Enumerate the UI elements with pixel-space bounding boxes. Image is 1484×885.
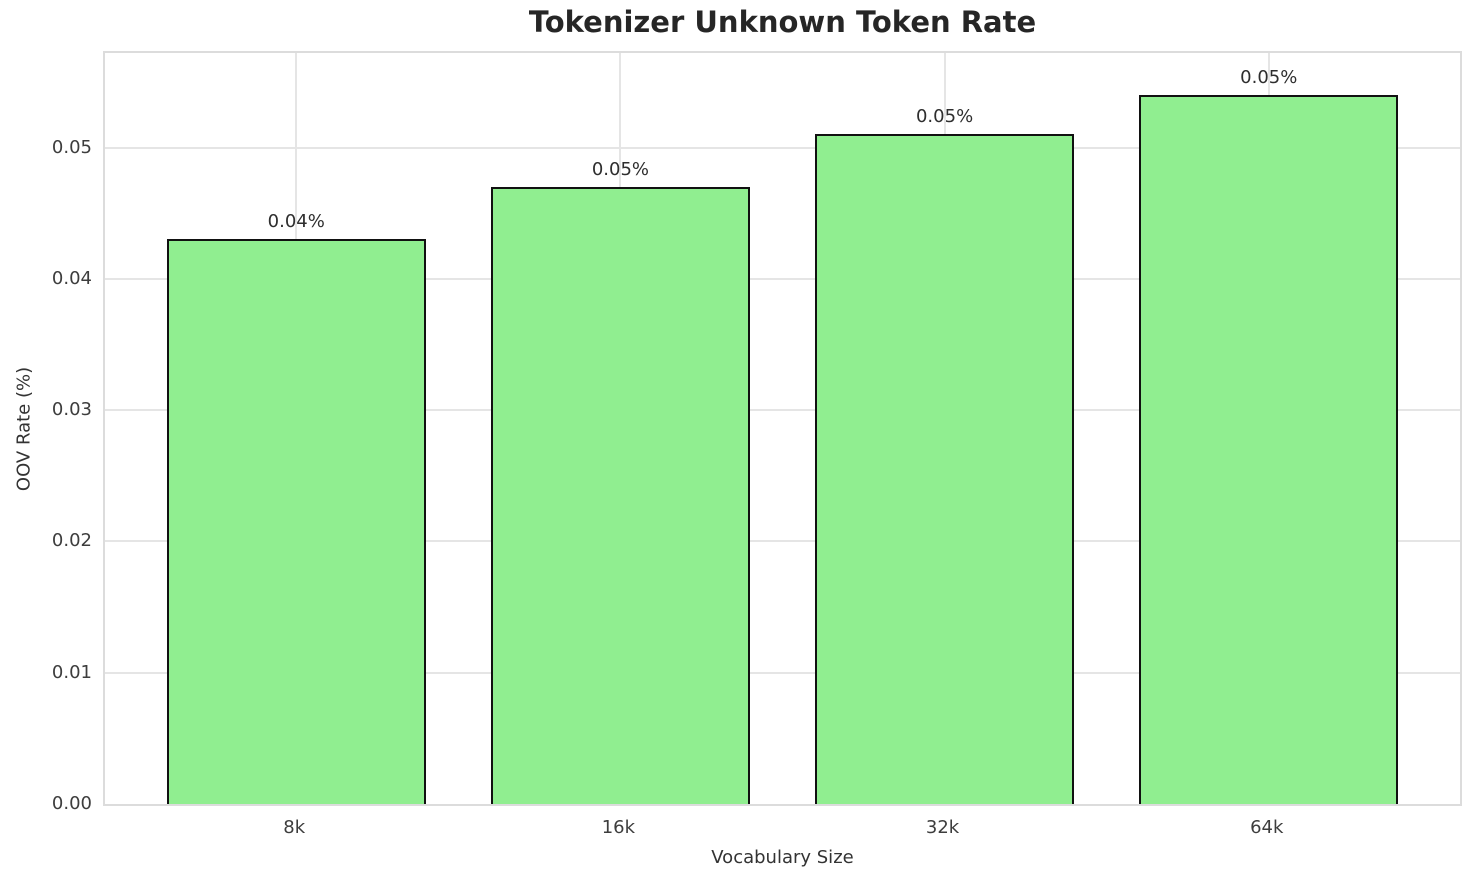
bar-64k (1139, 95, 1399, 804)
bar-value-label: 0.04% (267, 211, 325, 233)
x-tick-label: 16k (601, 817, 636, 838)
y-gridline (105, 671, 1460, 674)
bar-value-label: 0.05% (591, 158, 649, 180)
y-tick-label: 0.02 (51, 530, 92, 552)
bar-value-label: 0.05% (1240, 67, 1298, 89)
bar-16k (490, 186, 751, 804)
bar-32k (814, 134, 1075, 804)
y-tick-label: 0.01 (51, 661, 92, 683)
y-gridline (105, 409, 1460, 412)
y-gridline (105, 146, 1460, 149)
chart-title: Tokenizer Unknown Token Rate (528, 5, 1037, 39)
bar-8k (166, 239, 426, 804)
x-tick-label: 64k (1250, 817, 1284, 838)
bar-value-label: 0.05% (915, 106, 974, 128)
y-axis-label: OOV Rate (%) (13, 366, 35, 492)
x-axis-label: Vocabulary Size (711, 847, 854, 868)
x-tick-label: 8k (283, 817, 306, 838)
y-tick-label: 0.03 (51, 399, 92, 421)
y-tick-label: 0.00 (51, 793, 92, 814)
y-gridline (105, 540, 1460, 543)
y-tick-label: 0.04 (51, 267, 92, 289)
y-gridline (105, 277, 1460, 280)
x-tick-label: 32k (925, 817, 960, 838)
y-tick-label: 0.05 (51, 136, 92, 158)
plot-area: 0.04% 0.05% 0.05% 0.05% (103, 51, 1462, 806)
